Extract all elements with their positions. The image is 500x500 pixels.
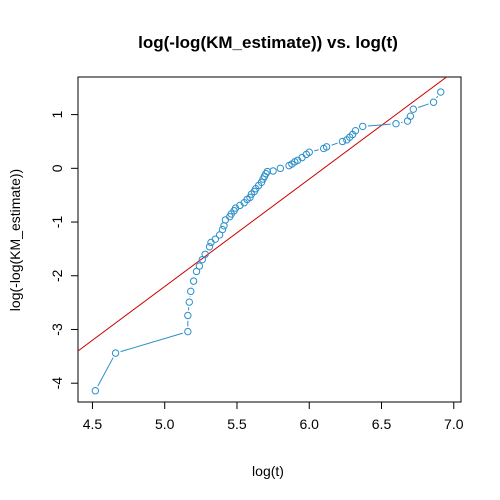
x-tick-label: 5.0 <box>155 416 175 432</box>
reference-line <box>78 77 448 352</box>
data-point <box>437 88 445 96</box>
data-point <box>305 148 313 156</box>
series-segment <box>331 142 338 146</box>
series-segment <box>418 103 429 109</box>
data-point <box>359 122 367 131</box>
data-point <box>409 105 418 113</box>
y-tick-label: -4 <box>49 377 65 390</box>
data-point <box>184 327 192 336</box>
data-point <box>351 127 360 135</box>
series-segment <box>314 149 319 152</box>
data-point <box>262 169 270 178</box>
data-point <box>322 143 331 151</box>
x-tick-label: 7.0 <box>444 416 464 432</box>
watermark: 知乎 @小易学统计 <box>375 467 488 482</box>
data-point <box>221 216 230 224</box>
data-point <box>263 167 272 176</box>
plot-frame <box>77 76 462 403</box>
data-point <box>218 225 227 234</box>
data-point <box>220 222 228 230</box>
x-axis-label: log(t) <box>252 463 284 479</box>
data-point <box>195 262 204 270</box>
x-tick-label: 5.5 <box>227 416 247 432</box>
y-tick-label: -2 <box>49 269 65 282</box>
data-point <box>429 98 438 106</box>
data-point <box>205 243 214 251</box>
data-point <box>91 387 100 395</box>
series-segment <box>97 357 114 387</box>
plot-contents <box>78 77 448 395</box>
chart-title: log(-log(KM_estimate)) vs. log(t) <box>138 33 398 52</box>
data-point <box>201 250 209 258</box>
axis-ticks: 4.5 5.0 5.5 6.0 6.5 7.0 -4 -3 -2 -1 0 1 <box>49 111 464 432</box>
x-tick-label: 6.0 <box>300 416 320 432</box>
y-tick-label: 0 <box>49 164 65 172</box>
y-tick-label: 1 <box>49 111 65 119</box>
data-point <box>392 120 400 128</box>
data-point <box>207 238 215 247</box>
data-point <box>189 277 198 285</box>
series-segment <box>120 332 183 353</box>
data-point <box>185 298 193 306</box>
data-point <box>406 112 415 120</box>
data-point <box>276 164 285 173</box>
data-point <box>403 117 412 125</box>
data-point <box>187 287 195 296</box>
data-point <box>211 235 220 243</box>
data-point <box>184 311 192 320</box>
y-tick-label: -3 <box>49 323 65 336</box>
data-point <box>111 349 120 357</box>
y-axis-label: log(-log(KM_estimate)) <box>7 169 23 311</box>
plot-area <box>78 77 448 395</box>
x-tick-label: 6.5 <box>372 416 392 432</box>
series-segment <box>436 95 439 99</box>
data-point <box>338 137 347 146</box>
data-point <box>269 167 277 175</box>
series-segment <box>367 123 391 127</box>
x-tick-label: 4.5 <box>83 416 103 432</box>
y-tick-label: -1 <box>49 216 65 229</box>
